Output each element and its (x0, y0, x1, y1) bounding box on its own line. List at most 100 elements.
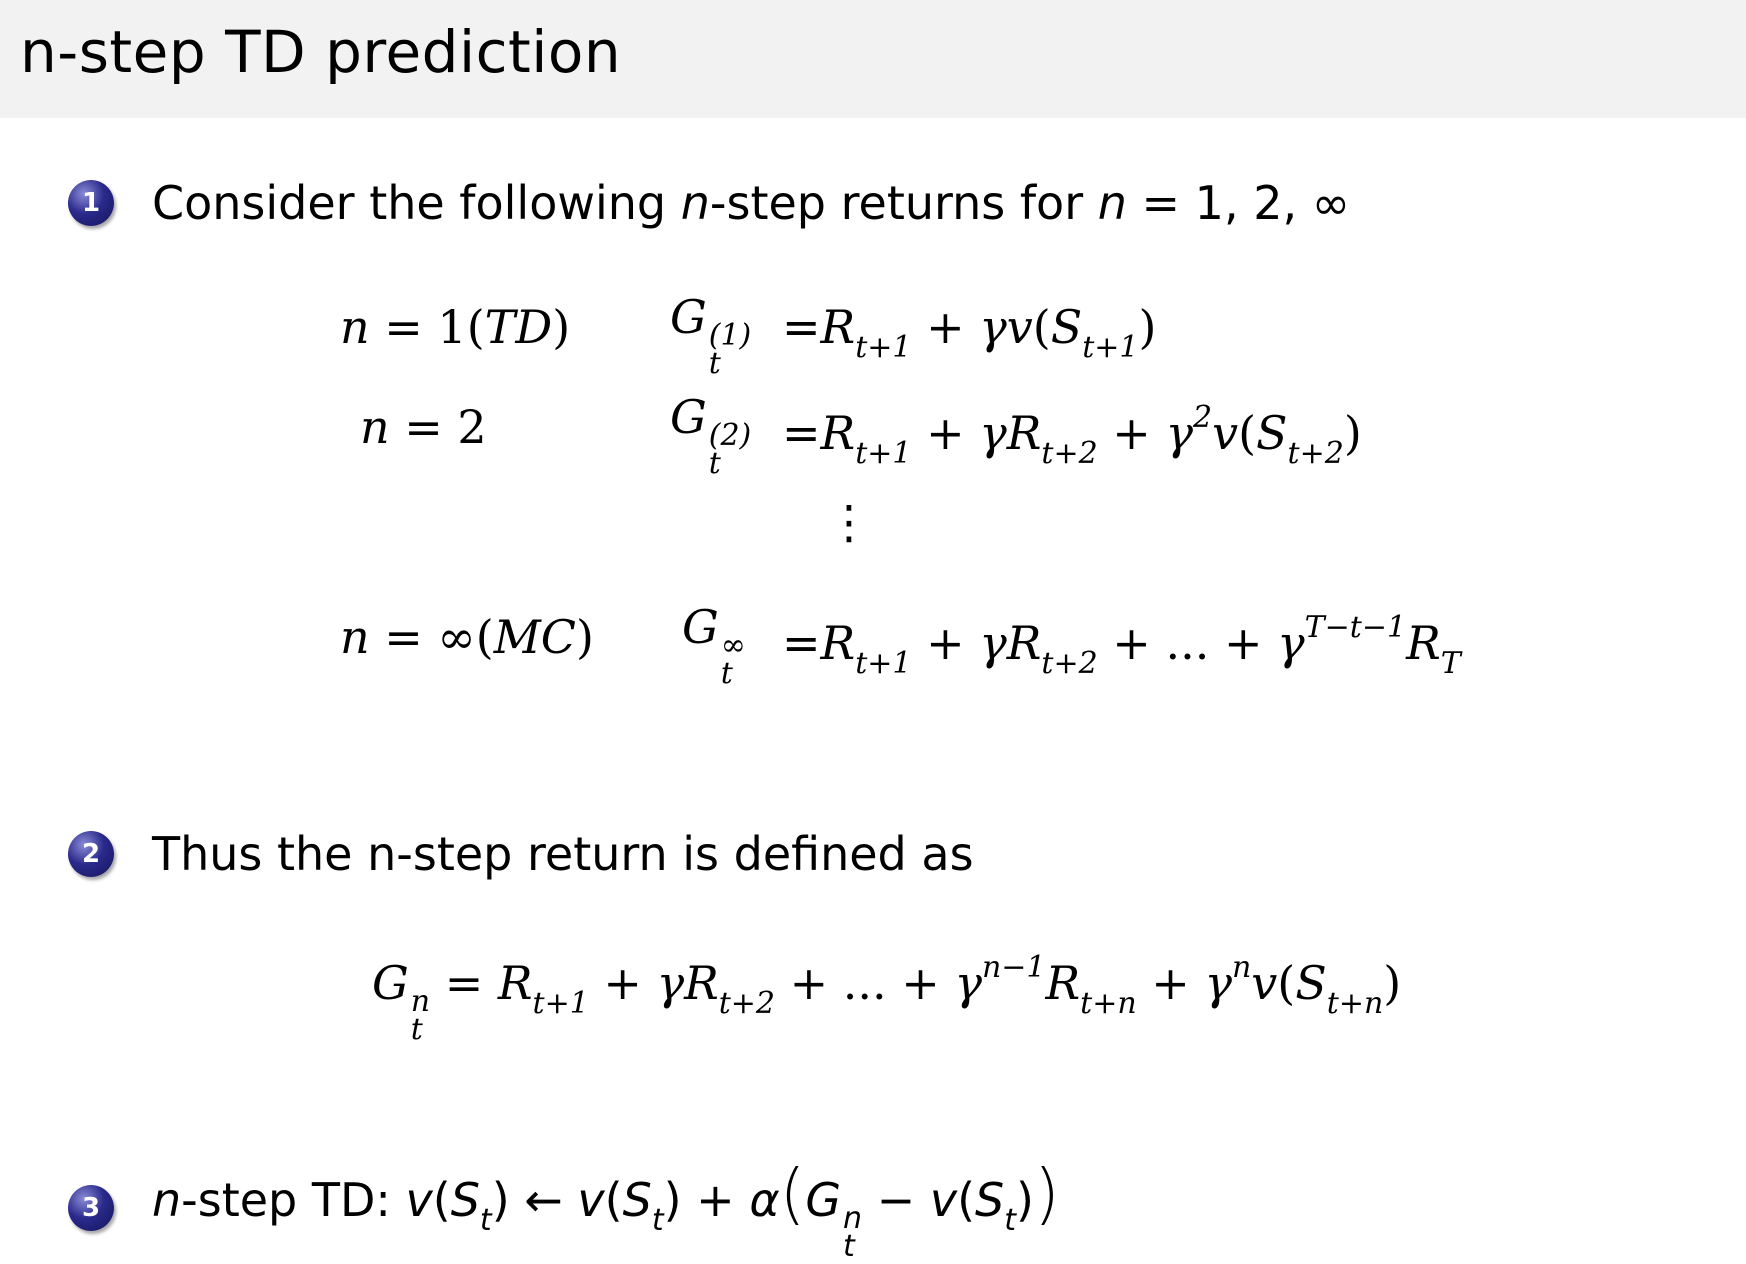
math-token: n (681, 176, 710, 230)
math-token: v (577, 1173, 604, 1227)
math-token: ( (1277, 956, 1295, 1010)
math-token: n (1098, 176, 1127, 230)
bullet-number-icon: 1 (68, 180, 114, 226)
math-token: v (1251, 956, 1277, 1010)
math-token: TD (485, 300, 553, 354)
bullet-number-icon: 3 (68, 1185, 114, 1231)
token-text: = 1, 2, ∞ (1126, 176, 1351, 230)
math-token: γn−1 (954, 950, 1045, 1010)
token-text: = (782, 300, 821, 354)
token-text: γR (656, 956, 719, 1010)
math-token: St+2 (1256, 406, 1344, 471)
token-text: ) (1383, 956, 1402, 1010)
math-token: = (782, 300, 821, 354)
token-text: TD (484, 300, 553, 354)
subscript: t+1 (532, 986, 589, 1021)
token-text: + ... + (775, 956, 955, 1010)
subscript: t (410, 1012, 423, 1047)
math-token: + ... + (1098, 616, 1277, 670)
token-text: γ (1165, 406, 1193, 460)
math-token: Rt+1 (821, 300, 912, 365)
token-text: ) (1343, 406, 1362, 460)
token-text: γ (1277, 616, 1305, 670)
token-text: -step returns for (709, 176, 1098, 230)
math-token: γ2 (1165, 400, 1212, 460)
token-text: = 1( (369, 300, 485, 354)
token-text: + (911, 616, 980, 670)
bullet-text: Consider the following n-step returns fo… (152, 176, 1350, 230)
token-text: γ (954, 956, 982, 1010)
token-text: = (782, 406, 821, 460)
bullet-item-2: 2 Thus the n-step return is defined as (68, 827, 974, 881)
math-token: Thus the n-step return is defined as (152, 827, 974, 881)
math-token: γT−t−1 (1277, 610, 1406, 670)
token-text: G (670, 290, 707, 344)
token-text: γR (979, 616, 1042, 670)
token-text: ( (957, 1173, 976, 1227)
math-token: -step TD: (181, 1173, 405, 1227)
token-text: v (1212, 406, 1239, 460)
token-text: ( (432, 1173, 451, 1227)
math-token: RT (1406, 616, 1461, 681)
math-token: + (911, 616, 979, 670)
math-token: = (430, 956, 498, 1010)
token-text: G (682, 600, 719, 654)
math-token: = ∞( (370, 610, 493, 664)
token-text: G (670, 390, 707, 444)
eq-rhs-2: =Rt+1 + γRt+2 + γ2v(St+2) (782, 400, 1362, 471)
token-text: G (372, 956, 409, 1010)
token-text: ( (604, 1173, 623, 1227)
superscript: n−1 (981, 950, 1046, 985)
math-token: ( (957, 1173, 975, 1227)
token-text: G (805, 1173, 842, 1227)
math-token: Rt+1 (821, 616, 912, 681)
token-text: + (588, 956, 657, 1010)
vertical-ellipsis: ⋮ (826, 495, 872, 549)
subscript: t+2 (1041, 436, 1098, 471)
math-token: − (862, 1173, 930, 1227)
token-text: n (680, 176, 710, 230)
token-text: + (911, 406, 980, 460)
math-token: St (975, 1173, 1016, 1238)
math-token: = 2 (390, 400, 486, 454)
token-text: n (152, 1173, 182, 1227)
eq-lhs-1: G (1) t (670, 290, 751, 381)
token-text: v (929, 1173, 958, 1227)
token-text: = (782, 616, 821, 670)
math-token: MC (494, 610, 576, 664)
subscript: t (843, 1229, 855, 1264)
token-text: R (820, 406, 856, 460)
subscript: t (708, 346, 721, 381)
token-text: v (1251, 956, 1278, 1010)
token-text: ( (1032, 300, 1051, 354)
eq-label-3: n = ∞(MC) (340, 610, 594, 664)
token-text: ( (1277, 956, 1296, 1010)
superscript: 2 (1192, 400, 1213, 435)
math-token: St+1 (1051, 300, 1139, 365)
subscript: t+n (1080, 986, 1137, 1021)
math-token: n (340, 610, 370, 664)
token-text: Thus the n-step return is defined as (152, 827, 974, 881)
token-text: + (1136, 956, 1205, 1010)
math-token: ) (1034, 1155, 1060, 1232)
subscript: t+n (1326, 986, 1384, 1021)
math-token: + (1137, 956, 1205, 1010)
math-token: n (340, 300, 370, 354)
superscript: ∞ (720, 628, 746, 663)
token-text: S (622, 1173, 652, 1227)
eq-label-1: n = 1(TD) (340, 300, 570, 354)
subscript: t (651, 1203, 664, 1238)
math-token: n (360, 400, 390, 454)
slide-header: n-step TD prediction (0, 0, 1746, 118)
math-token: G ∞ t (682, 600, 746, 689)
eq-lhs-2: G (2) t (670, 390, 751, 479)
token-text: -step TD: (181, 1173, 406, 1227)
math-token: γRt+2 (656, 956, 775, 1021)
math-token: ( (433, 1173, 451, 1227)
token-text: ) (1016, 1173, 1034, 1227)
token-text: S (450, 1173, 480, 1227)
math-token: γRt+2 (979, 616, 1097, 681)
math-token: γn (1204, 950, 1251, 1010)
math-token: = 1, 2, ∞ (1126, 176, 1351, 230)
